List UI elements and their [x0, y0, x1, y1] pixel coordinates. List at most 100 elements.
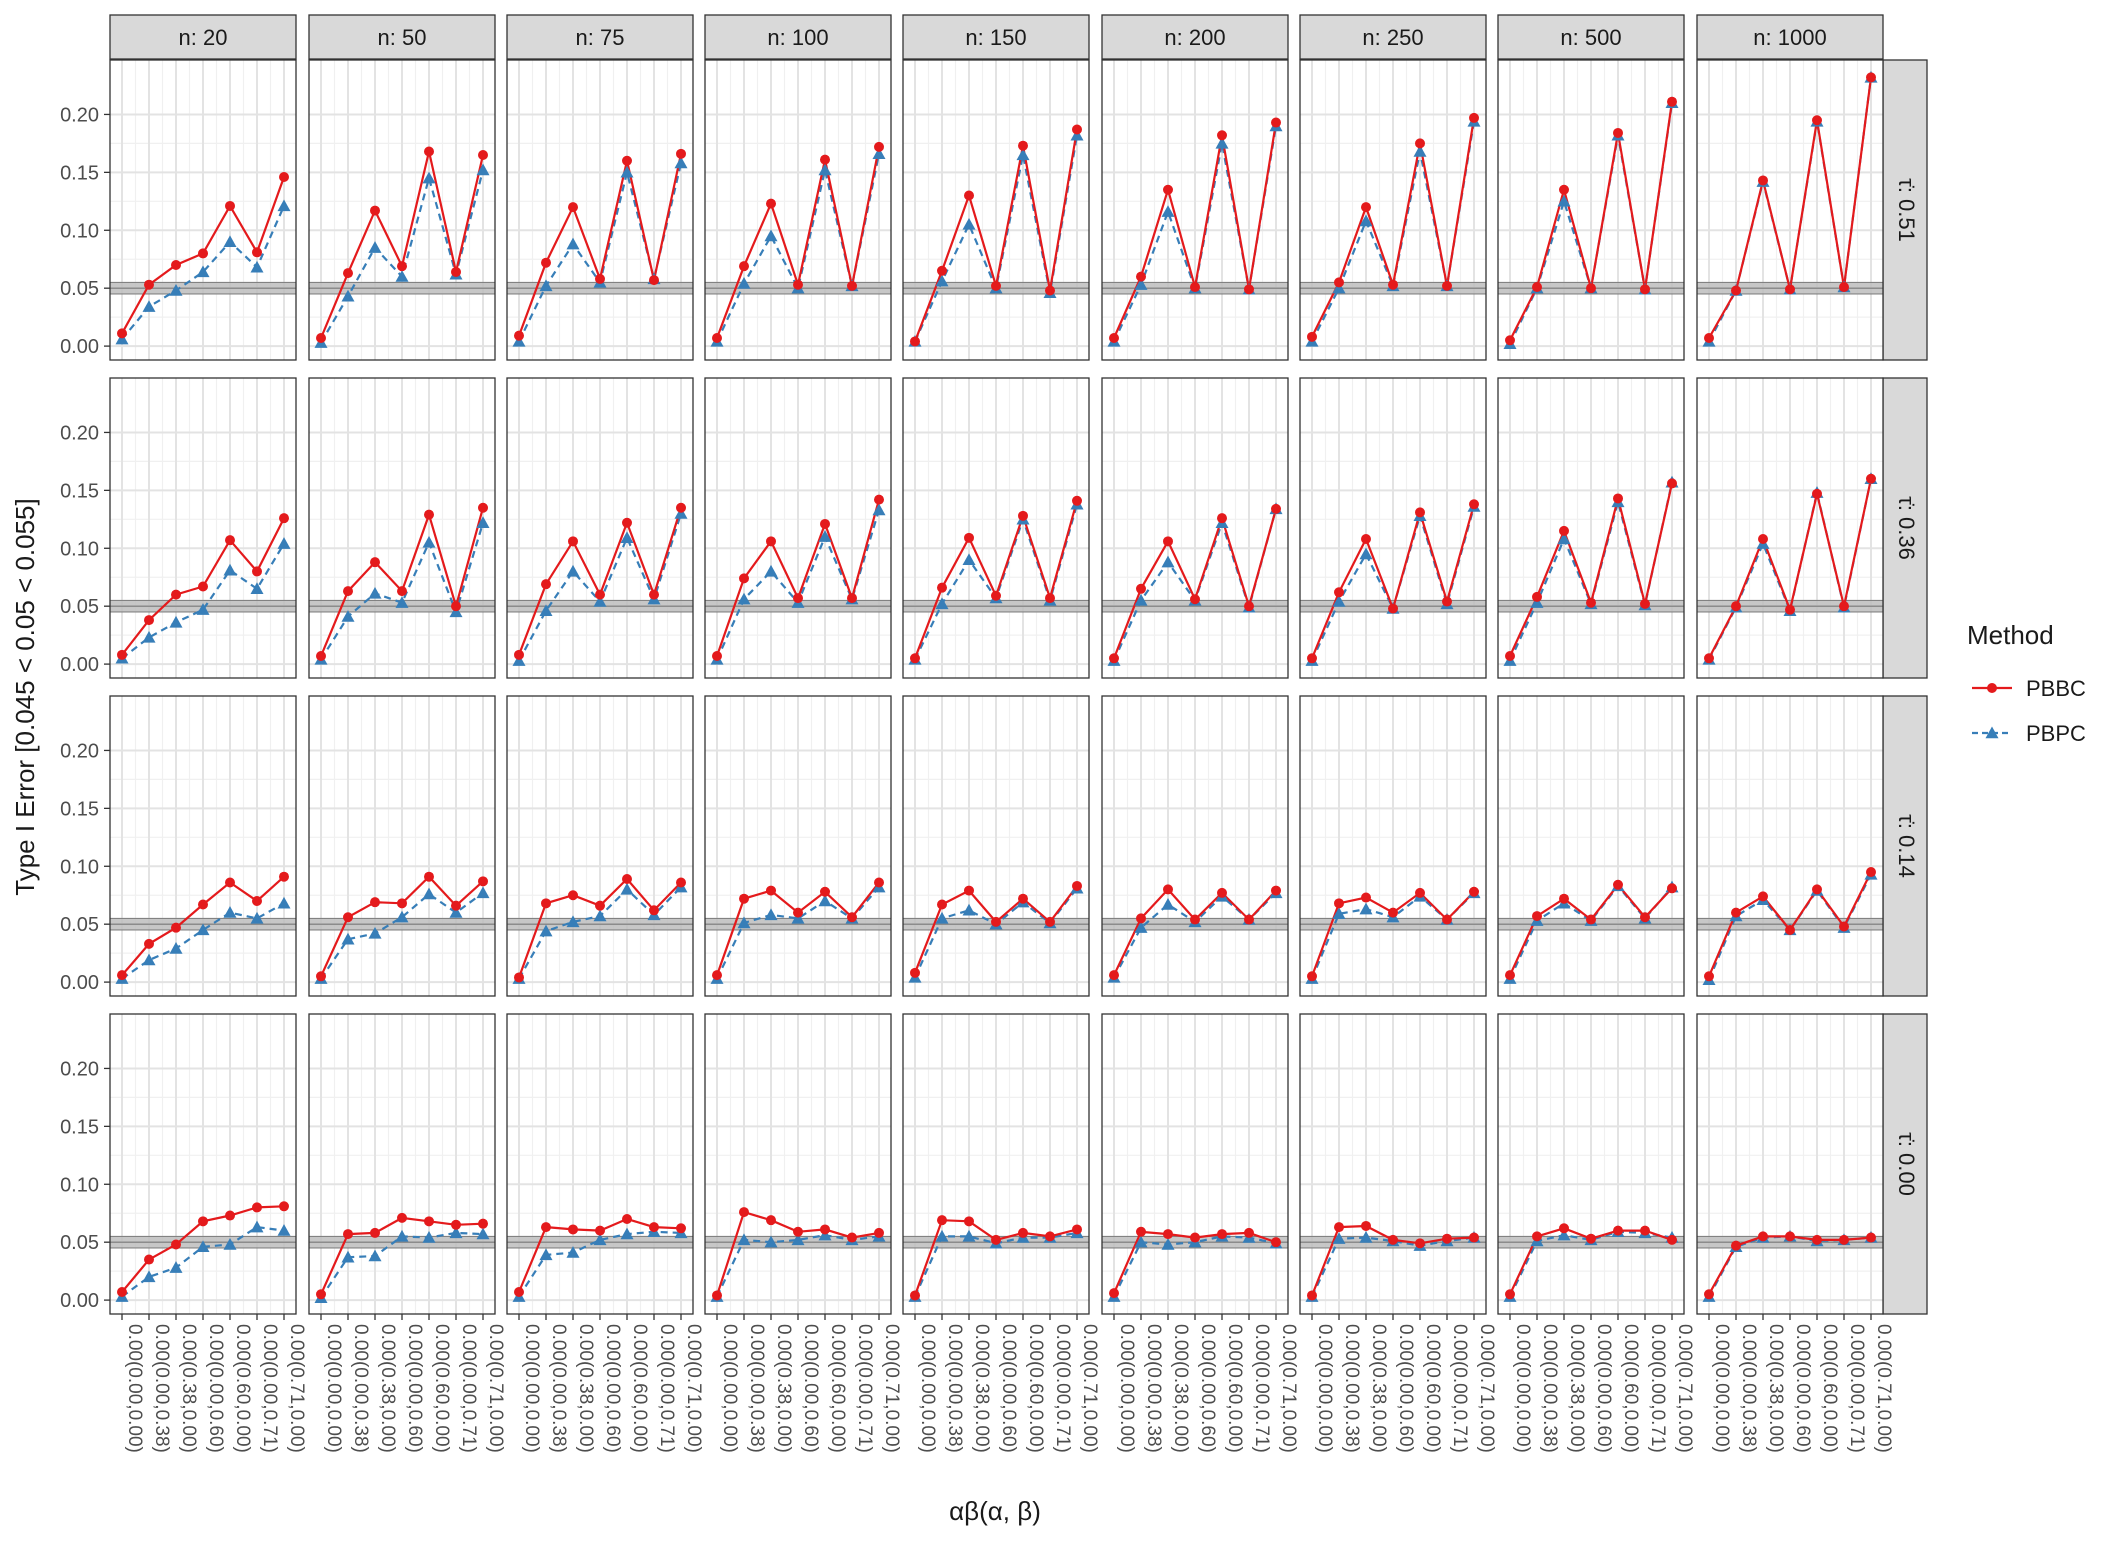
data-point-pbbc — [1469, 1232, 1479, 1243]
data-point-pbpc — [1332, 1232, 1346, 1244]
x-tick-label: 0.00(0.38,0.00) — [575, 1324, 596, 1453]
facet-label-col: n: 100 — [767, 25, 828, 50]
y-tick-label: 0.05 — [60, 914, 99, 936]
data-point-pbpc — [169, 284, 183, 296]
data-point-pbpc — [791, 911, 805, 924]
data-point-pbbc — [847, 593, 857, 604]
data-point-pbbc — [1109, 970, 1119, 981]
data-point-pbbc — [144, 938, 154, 949]
facet-label-col: n: 250 — [1362, 25, 1423, 50]
x-tick-label: 0.00(0.00,0.38) — [1143, 1324, 1164, 1453]
facet-strip-col — [1497, 14, 1685, 60]
data-point-pbbc — [1758, 891, 1768, 902]
panel-border — [308, 59, 496, 361]
data-point-pbbc — [117, 328, 127, 339]
x-tick-label: 0.00(0.60,0.00) — [1819, 1324, 1840, 1453]
x-tick-label: 0.00(0.00,0.00) — [124, 1324, 145, 1453]
facet-label-row: τ̇: 0.51 — [1894, 178, 1919, 242]
data-point-pbbc — [1640, 912, 1650, 923]
data-point-pbbc — [424, 509, 434, 520]
data-point-pbbc — [478, 149, 488, 160]
data-point-pbbc — [316, 332, 326, 343]
y-tick-label: 0.15 — [60, 798, 99, 820]
data-point-pbbc — [937, 265, 947, 276]
data-point-pbbc — [1217, 130, 1227, 141]
data-point-pbpc — [1070, 128, 1084, 141]
x-tick-label: 0.00(0.60,0.00) — [629, 1324, 650, 1453]
x-tick-label: 0.00(0.60,0.00) — [1224, 1324, 1245, 1453]
x-tick-label: 0.00(0.00,0.38) — [1341, 1324, 1362, 1453]
data-point-pbbc — [514, 330, 524, 341]
facet-strip-col — [308, 14, 496, 60]
data-point-pbbc — [595, 273, 605, 284]
data-point-pbpc — [1215, 136, 1229, 149]
panel-border — [109, 695, 297, 997]
data-point-pbbc — [964, 1216, 974, 1227]
data-point-pbpc — [764, 1235, 778, 1248]
x-tick-label: 0.00(0.38,0.00) — [971, 1324, 992, 1453]
data-point-pbpc — [368, 586, 382, 599]
facet-label-col: n: 75 — [576, 25, 625, 50]
x-tick-label: 0.00(0.71,0.00) — [1873, 1324, 1894, 1453]
data-point-pbbc — [1244, 601, 1254, 612]
data-point-pbbc — [1532, 911, 1542, 922]
data-point-pbpc — [223, 1238, 237, 1250]
data-point-pbbc — [991, 280, 1001, 291]
x-tick-label: 0.00(0.00,0.71) — [1449, 1324, 1470, 1453]
x-tick-label: 0.00(0.00,0.60) — [602, 1324, 623, 1453]
data-point-pbbc — [1388, 279, 1398, 290]
data-point-pbbc — [649, 905, 659, 916]
data-point-pbbc — [1307, 331, 1317, 342]
data-point-pbpc — [1413, 145, 1427, 157]
panel-border — [1101, 59, 1289, 361]
data-point-pbbc — [793, 279, 803, 290]
data-point-pbpc — [142, 630, 156, 643]
data-point-pbbc — [1072, 880, 1082, 891]
panel-border — [1497, 377, 1685, 679]
data-point-pbbc — [1785, 284, 1795, 295]
data-point-pbbc — [1190, 1232, 1200, 1243]
facet-label-col: n: 20 — [179, 25, 228, 50]
data-point-pbbc — [1839, 1234, 1849, 1245]
y-axis-title: Type I Error [0.045 < 0.05 < 0.055] — [10, 498, 40, 895]
data-point-pbbc — [964, 885, 974, 896]
data-point-pbbc — [622, 874, 632, 885]
x-tick-label: 0.00(0.00,0.38) — [548, 1324, 569, 1453]
data-point-pbpc — [1161, 555, 1175, 568]
data-point-pbbc — [370, 205, 380, 216]
data-point-pbbc — [171, 260, 181, 271]
panel-border — [1696, 695, 1884, 997]
data-point-pbbc — [1469, 112, 1479, 123]
data-point-pbpc — [737, 592, 751, 605]
data-point-pbbc — [225, 877, 235, 888]
data-point-pbpc — [223, 906, 237, 918]
data-point-pbbc — [1072, 495, 1082, 506]
data-point-pbpc — [169, 615, 183, 628]
x-tick-label: 0.00(0.00,0.00) — [1711, 1324, 1732, 1453]
data-point-pbbc — [1307, 1290, 1317, 1301]
facet-strip-col — [1696, 14, 1884, 60]
facet-strip-col — [506, 14, 694, 60]
data-point-pbbc — [1217, 1229, 1227, 1240]
x-tick-label: 0.00(0.71,0.00) — [1476, 1324, 1497, 1453]
y-tick-label: 0.10 — [60, 1174, 99, 1196]
data-point-pbbc — [676, 1223, 686, 1234]
panel-border — [308, 377, 496, 679]
data-point-pbpc — [872, 503, 886, 516]
data-point-pbbc — [1469, 886, 1479, 897]
data-point-pbbc — [1442, 280, 1452, 291]
data-point-pbpc — [395, 596, 409, 608]
x-tick-label: 0.00(0.00,0.71) — [458, 1324, 479, 1453]
data-point-pbbc — [1667, 478, 1677, 489]
data-point-pbbc — [252, 566, 262, 577]
data-point-pbbc — [739, 1207, 749, 1218]
panel-border — [902, 377, 1090, 679]
data-point-pbbc — [451, 900, 461, 911]
data-point-pbbc — [1532, 1231, 1542, 1242]
data-point-pbpc — [223, 235, 237, 248]
data-point-pbpc — [277, 537, 291, 549]
data-point-pbpc — [395, 270, 409, 282]
data-point-pbbc — [1667, 1234, 1677, 1245]
data-point-pbbc — [1505, 1289, 1515, 1300]
data-point-pbbc — [793, 1226, 803, 1237]
